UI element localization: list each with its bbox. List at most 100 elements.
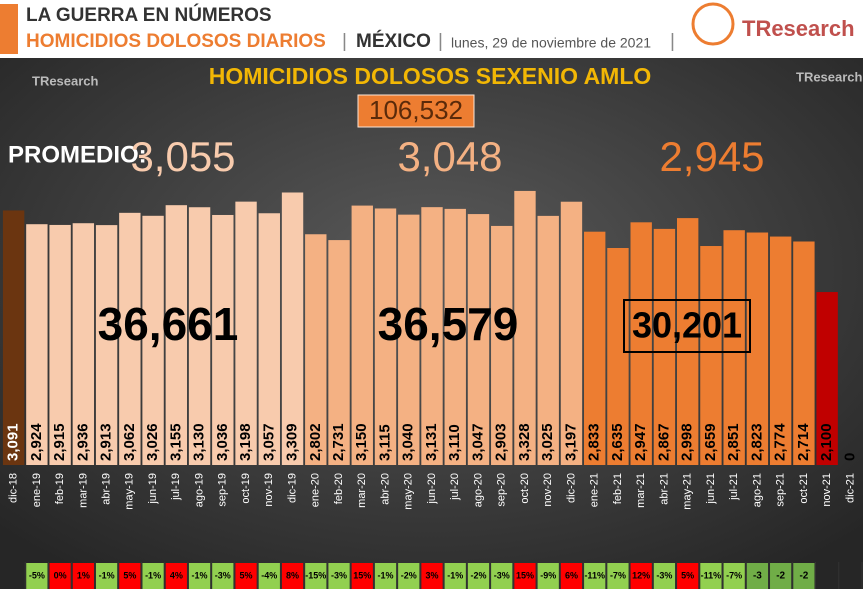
x-tick-label: jun-19 bbox=[147, 473, 159, 505]
change-label: 5% bbox=[123, 570, 136, 580]
x-tick-label: dic-20 bbox=[565, 473, 577, 503]
change-label: -1% bbox=[145, 570, 161, 580]
x-tick-label: mar-20 bbox=[356, 473, 368, 508]
x-tick-label: mar-19 bbox=[77, 473, 89, 508]
change-cell bbox=[212, 563, 234, 589]
bar bbox=[467, 214, 490, 465]
change-label: 5% bbox=[240, 570, 253, 580]
x-tick-label: may-19 bbox=[124, 473, 136, 510]
change-label: -9% bbox=[540, 570, 556, 580]
x-tick-label: ago-20 bbox=[472, 473, 484, 507]
x-tick-label: feb-19 bbox=[54, 473, 66, 504]
value-label: 3,057 bbox=[260, 423, 277, 461]
bar bbox=[258, 213, 280, 465]
bar bbox=[142, 215, 164, 465]
bar bbox=[653, 228, 676, 465]
value-label: 3,328 bbox=[516, 423, 533, 461]
change-label: -1% bbox=[192, 570, 208, 580]
bar bbox=[723, 230, 745, 465]
period-total: 36,661 bbox=[98, 298, 239, 350]
x-tick-label: may-21 bbox=[682, 473, 694, 510]
x-tick-label: dic-21 bbox=[844, 473, 856, 503]
change-cell bbox=[95, 563, 118, 589]
logo-small: TResearch bbox=[32, 73, 99, 88]
bar bbox=[398, 214, 420, 465]
change-label: 4% bbox=[170, 570, 183, 580]
header-accent bbox=[0, 4, 18, 54]
header-line2: HOMICIDIOS DOLOSOS DIARIOS bbox=[26, 31, 326, 52]
bar bbox=[491, 225, 513, 465]
change-label: 1% bbox=[77, 570, 90, 580]
x-tick-label: jul-20 bbox=[449, 473, 461, 501]
x-tick-label: ene-19 bbox=[31, 473, 43, 507]
change-cell bbox=[444, 563, 466, 589]
change-cell bbox=[421, 563, 443, 589]
bar bbox=[235, 201, 257, 465]
value-label: 3,036 bbox=[214, 423, 231, 461]
average: 2,945 bbox=[659, 133, 764, 180]
change-cell bbox=[351, 563, 373, 589]
change-label: -3% bbox=[656, 570, 672, 580]
bar bbox=[351, 205, 373, 465]
x-tick-label: jul-21 bbox=[728, 473, 740, 501]
change-cell bbox=[770, 563, 792, 589]
chart-title: HOMICIDIOS DOLOSOS SEXENIO AMLO bbox=[209, 63, 652, 89]
x-tick-label: abr-20 bbox=[379, 473, 391, 505]
change-cell bbox=[305, 563, 327, 589]
bar bbox=[537, 215, 559, 465]
value-label: 2,915 bbox=[51, 423, 68, 461]
value-label: 2,913 bbox=[98, 423, 115, 461]
bar bbox=[584, 231, 606, 465]
value-label: 2,924 bbox=[28, 423, 45, 461]
value-label: 3,040 bbox=[400, 423, 417, 461]
value-label: 2,998 bbox=[679, 423, 696, 461]
value-label: 3,062 bbox=[121, 423, 138, 461]
bar bbox=[119, 212, 141, 465]
value-label: 3,131 bbox=[423, 423, 440, 461]
x-tick-label: ago-21 bbox=[751, 473, 763, 507]
change-label: -1% bbox=[447, 570, 463, 580]
change-label: 0% bbox=[54, 570, 67, 580]
value-label: 3,026 bbox=[144, 423, 161, 461]
change-cell bbox=[700, 563, 722, 589]
x-tick-label: feb-20 bbox=[333, 473, 345, 504]
separator: | bbox=[670, 31, 675, 52]
x-tick-label: feb-21 bbox=[612, 473, 624, 504]
change-label: 15% bbox=[353, 570, 371, 580]
value-label: 2,659 bbox=[702, 423, 719, 461]
x-tick-label: abr-19 bbox=[101, 473, 113, 505]
change-cell bbox=[607, 563, 629, 589]
bar bbox=[374, 208, 397, 465]
value-label: 2,833 bbox=[586, 423, 603, 461]
change-label: -3% bbox=[215, 570, 231, 580]
header-bg bbox=[0, 0, 863, 58]
change-label: -4% bbox=[261, 570, 277, 580]
change-cell bbox=[677, 563, 699, 589]
change-cell bbox=[119, 563, 141, 589]
change-cell bbox=[793, 563, 815, 589]
value-label: 2,823 bbox=[748, 423, 765, 461]
change-label: 12% bbox=[632, 570, 650, 580]
change-cell bbox=[49, 563, 71, 589]
header-date: lunes, 29 de noviembre de 2021 bbox=[451, 35, 651, 51]
x-tick-label: mar-21 bbox=[635, 473, 647, 508]
bar bbox=[72, 223, 95, 465]
change-cell bbox=[537, 563, 559, 589]
change-cell bbox=[258, 563, 280, 589]
logo-icon bbox=[691, 2, 735, 46]
average: 3,055 bbox=[130, 133, 235, 180]
value-label: 2,802 bbox=[307, 423, 324, 461]
change-label: -7% bbox=[610, 570, 626, 580]
change-label: -11% bbox=[701, 570, 722, 580]
change-cell bbox=[630, 563, 652, 589]
change-label: 3% bbox=[425, 570, 438, 580]
bar bbox=[514, 190, 536, 465]
x-tick-label: ene-21 bbox=[589, 473, 601, 507]
header-place: MÉXICO bbox=[356, 30, 431, 52]
value-label: 2,635 bbox=[609, 423, 626, 461]
bar bbox=[630, 222, 652, 465]
change-label: -2 bbox=[799, 571, 808, 582]
change-label: 5% bbox=[681, 570, 694, 580]
value-label: 0 bbox=[841, 453, 858, 461]
